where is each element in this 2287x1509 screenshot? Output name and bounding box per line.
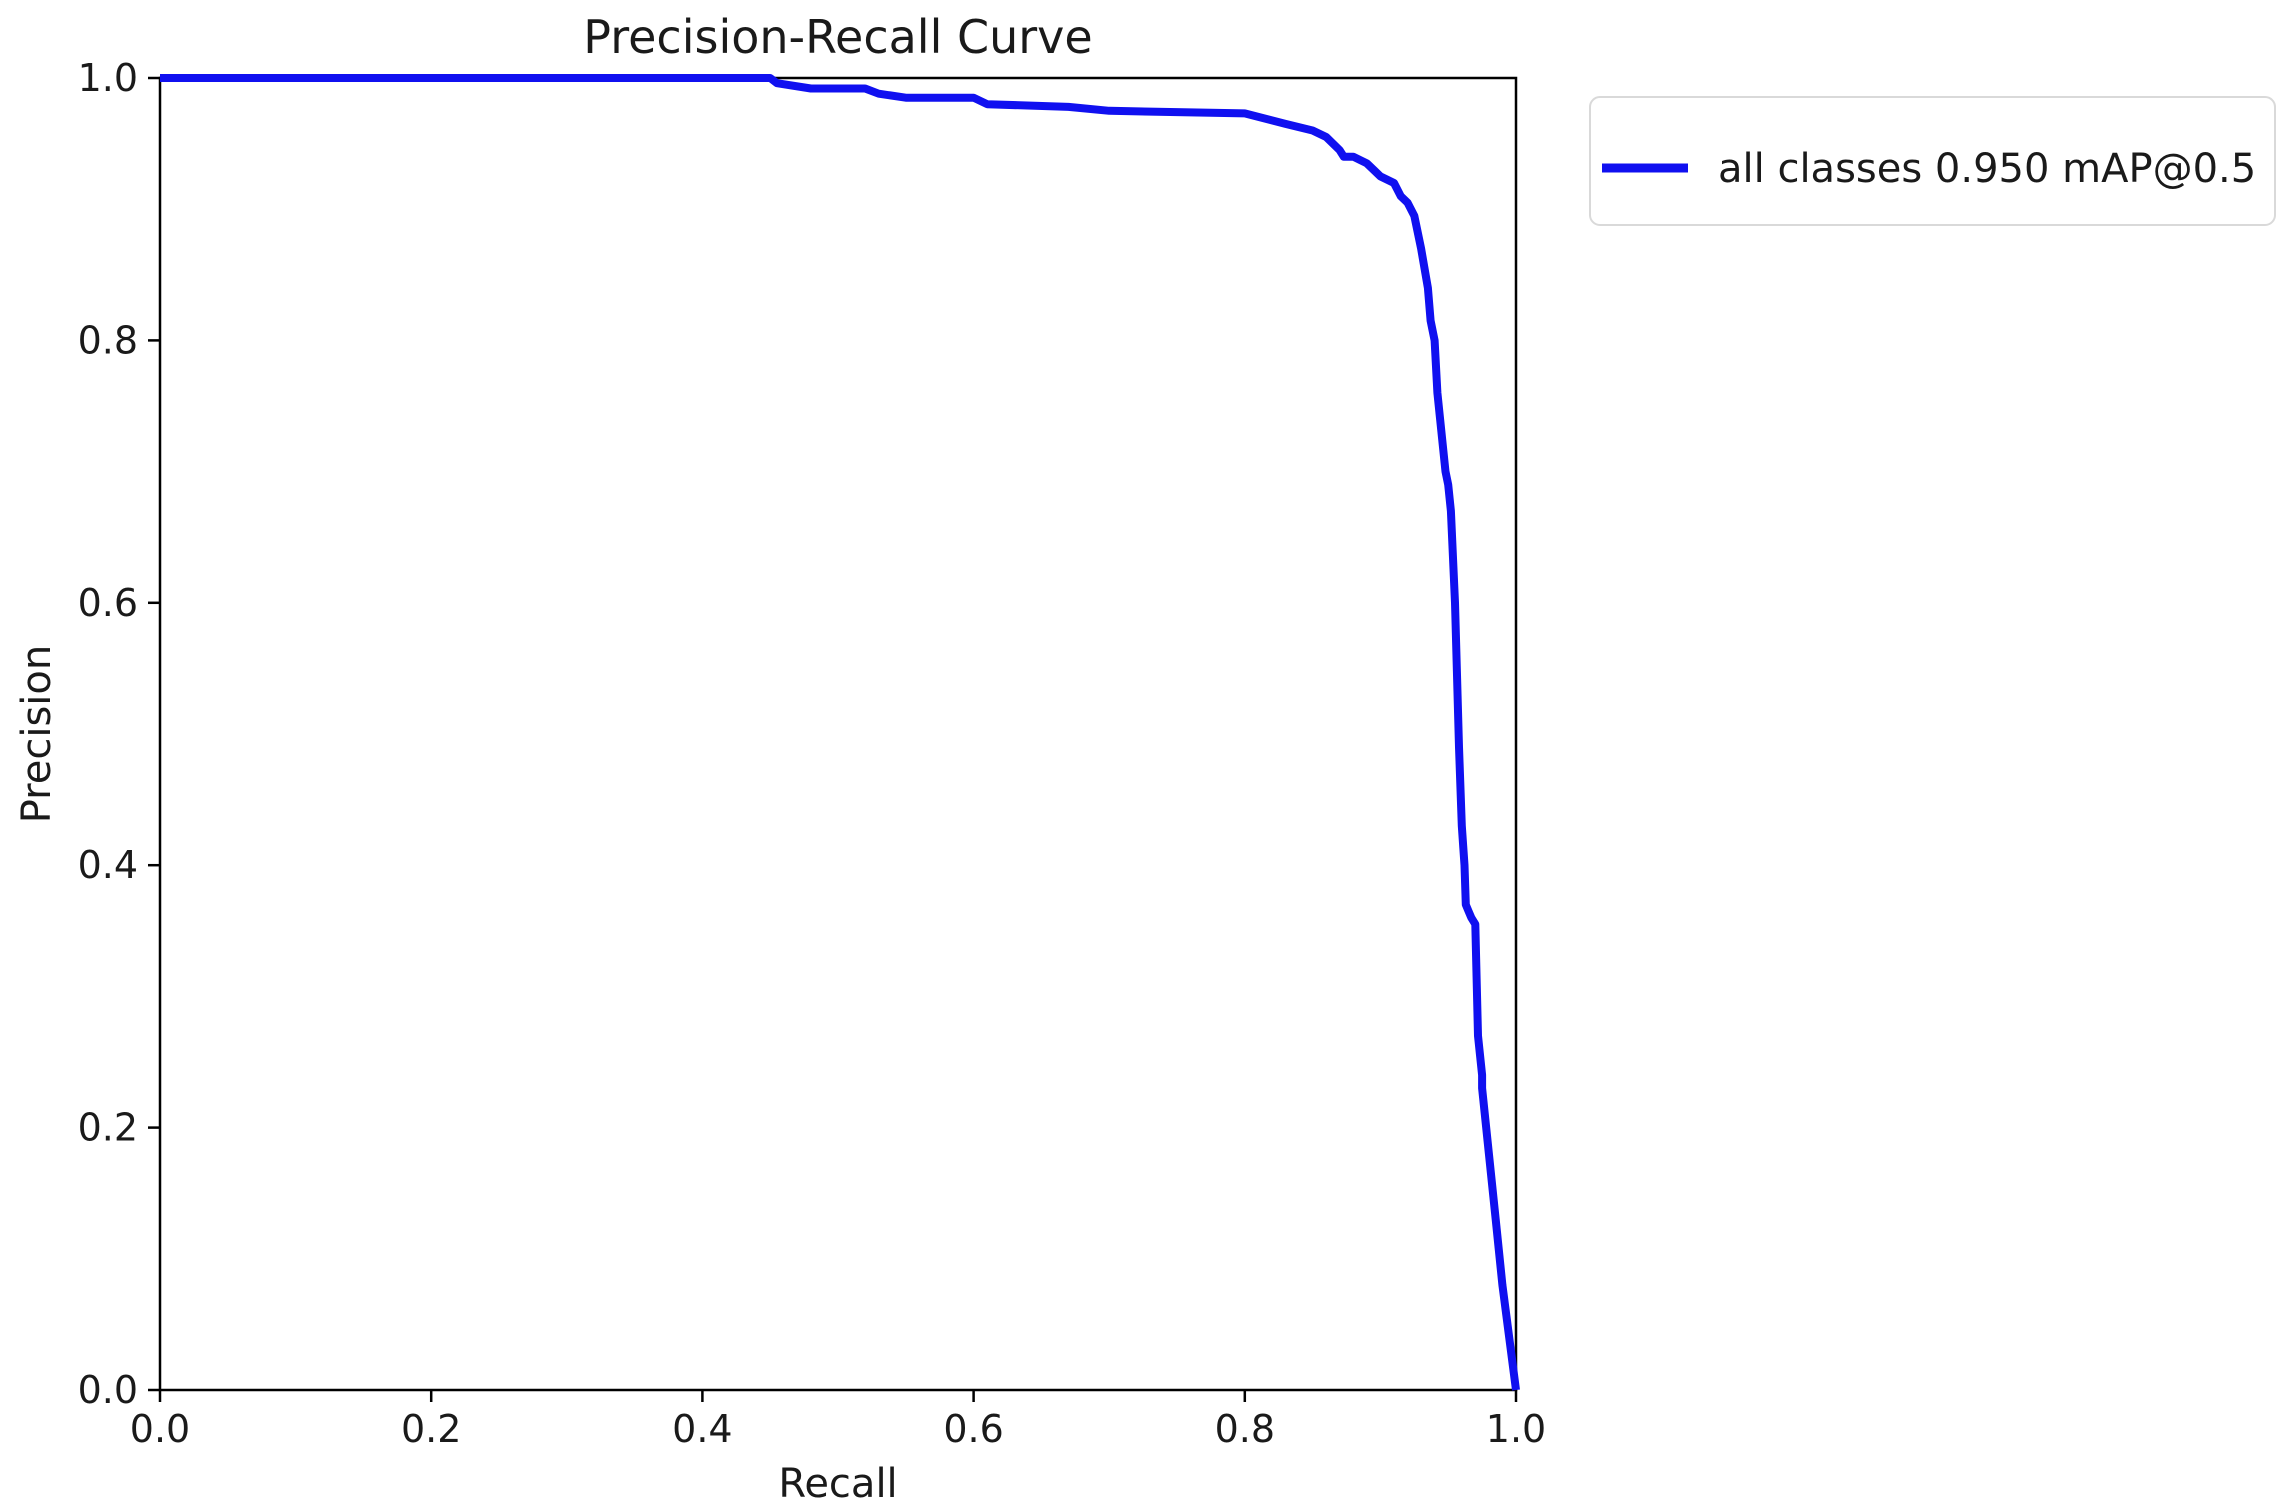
legend-frame xyxy=(1589,96,2276,226)
y-axis-label: Precision xyxy=(14,645,60,823)
y-axis: 0.0 0.2 0.4 0.6 0.8 1.0 xyxy=(78,56,160,1412)
y-tick-label: 0.2 xyxy=(78,1106,138,1150)
y-tick-label: 1.0 xyxy=(78,56,138,100)
legend-series-label: all classes 0.950 mAP@0.5 xyxy=(1718,146,2256,192)
x-tick-label: 0.8 xyxy=(1215,1407,1275,1451)
x-tick-label: 0.2 xyxy=(401,1407,461,1451)
legend: all classes 0.950 mAP@0.5 xyxy=(1589,96,2276,226)
y-tick-label: 0.0 xyxy=(78,1368,138,1412)
chart-title: Precision-Recall Curve xyxy=(583,10,1092,64)
x-axis: 0.0 0.2 0.4 0.6 0.8 1.0 xyxy=(130,1390,1546,1451)
x-tick-label: 0.4 xyxy=(672,1407,732,1451)
plot-area xyxy=(158,76,1518,1392)
y-tick-label: 0.8 xyxy=(78,318,138,362)
series-line-all-classes xyxy=(160,74,1520,1391)
x-tick-label: 0.6 xyxy=(943,1407,1003,1451)
y-tick-label: 0.4 xyxy=(78,843,138,887)
x-axis-label: Recall xyxy=(778,1461,897,1507)
y-tick-label: 0.6 xyxy=(78,581,138,625)
plot-frame xyxy=(158,76,1518,1392)
series-layer xyxy=(160,74,1520,1391)
x-tick-label: 1.0 xyxy=(1486,1407,1546,1451)
x-tick-label: 0.0 xyxy=(130,1407,190,1451)
